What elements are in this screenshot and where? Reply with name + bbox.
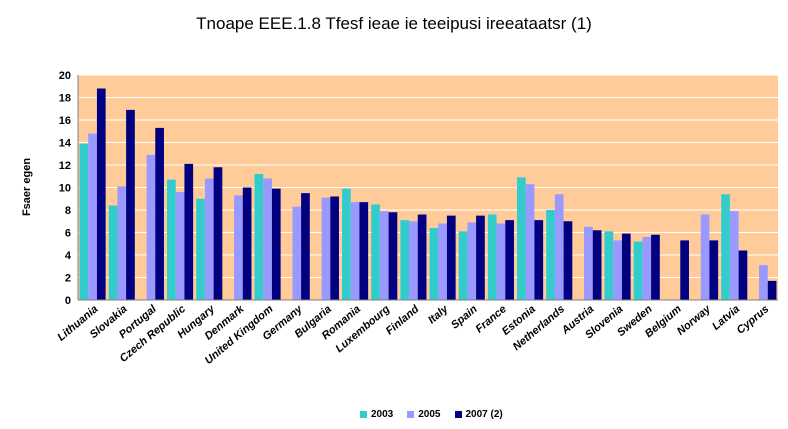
bar	[633, 241, 643, 300]
bar	[505, 220, 514, 301]
x-tick-label: Finland	[384, 303, 422, 338]
bar	[534, 220, 544, 301]
bar	[213, 167, 223, 300]
bar	[254, 174, 264, 300]
x-tick-label: Italy	[426, 303, 451, 327]
bar	[721, 194, 730, 300]
bar	[517, 177, 526, 301]
bar	[271, 188, 281, 301]
bar	[496, 223, 506, 300]
bar	[400, 220, 410, 301]
y-tick-label: 14	[59, 138, 72, 150]
legend-label: 2007 (2)	[465, 408, 503, 420]
y-tick-label: 16	[59, 115, 71, 127]
bar	[584, 226, 593, 301]
bar	[592, 230, 602, 300]
gridlines	[78, 74, 778, 278]
bar	[146, 154, 156, 301]
bar	[371, 204, 380, 301]
y-tick-label: 2	[65, 273, 71, 285]
bar	[729, 211, 739, 301]
bar	[388, 212, 398, 300]
bar	[88, 133, 97, 300]
bar	[700, 214, 710, 300]
y-tick-label: 8	[65, 205, 71, 217]
bar	[175, 192, 185, 300]
bar	[342, 188, 351, 301]
bar	[292, 206, 302, 301]
bar	[621, 233, 631, 301]
legend-swatch	[454, 410, 462, 418]
bar	[651, 234, 660, 300]
bar	[234, 195, 243, 301]
y-tick-label: 6	[65, 228, 71, 240]
bar	[379, 211, 389, 301]
bar	[767, 280, 777, 301]
y-tick-label: 0	[65, 295, 71, 307]
bar	[458, 231, 468, 301]
chart-title: Tnoape EEE.1.8 Tfesf ieae ie teeipusi ir…	[196, 14, 592, 33]
legend-label: 2005	[418, 408, 441, 420]
bar	[321, 197, 331, 301]
legend-label: 2003	[371, 408, 394, 420]
y-tick-label: 18	[59, 93, 71, 105]
bar	[196, 198, 205, 300]
bar	[467, 222, 477, 301]
legend-swatch	[360, 410, 367, 418]
bar	[359, 202, 369, 301]
legend-item: 2003	[360, 409, 393, 420]
x-tick-label: Cyprus	[735, 303, 772, 337]
bar	[604, 231, 614, 301]
bar	[546, 210, 555, 300]
bar	[108, 205, 118, 300]
bar	[184, 163, 194, 301]
bar	[487, 214, 497, 300]
bar	[242, 187, 252, 300]
bar	[429, 228, 439, 300]
y-tick-label: 20	[59, 70, 71, 82]
y-tick-label: 4	[65, 250, 72, 262]
legend: 2003 2005 2007 (2)	[360, 407, 517, 421]
x-tick-label: Norway	[675, 303, 714, 338]
bar	[476, 215, 485, 301]
bar	[155, 127, 164, 301]
bar	[417, 214, 427, 300]
y-axis-label: Fsaer egen	[21, 158, 33, 216]
bar	[263, 178, 272, 300]
bar	[79, 143, 89, 301]
bar	[613, 240, 622, 301]
bar	[680, 240, 689, 301]
bars	[79, 88, 777, 301]
bar	[738, 250, 748, 300]
bar	[126, 109, 135, 301]
x-tick-label: Netherlands	[511, 303, 567, 353]
bar	[446, 215, 456, 301]
legend-item: 2005	[407, 408, 441, 420]
bar	[709, 240, 719, 301]
bar	[96, 88, 106, 300]
bar	[167, 179, 176, 301]
bar	[563, 221, 573, 300]
legend-item: 2007 (2)	[454, 408, 503, 420]
bar	[301, 193, 310, 301]
y-tick-labels: 0 2 4 6 8 10 12 14 16 18 20	[59, 70, 72, 307]
bar	[204, 178, 214, 300]
y-tick-label: 12	[59, 160, 71, 172]
bar	[409, 221, 418, 300]
bar	[759, 265, 768, 301]
bar	[330, 196, 339, 300]
bar	[642, 237, 652, 300]
legend-swatch	[407, 410, 415, 418]
bar	[350, 202, 360, 301]
bar	[525, 184, 535, 301]
bar	[117, 186, 127, 301]
bar	[554, 194, 564, 300]
y-tick-label: 10	[59, 183, 71, 195]
bar	[438, 223, 447, 300]
